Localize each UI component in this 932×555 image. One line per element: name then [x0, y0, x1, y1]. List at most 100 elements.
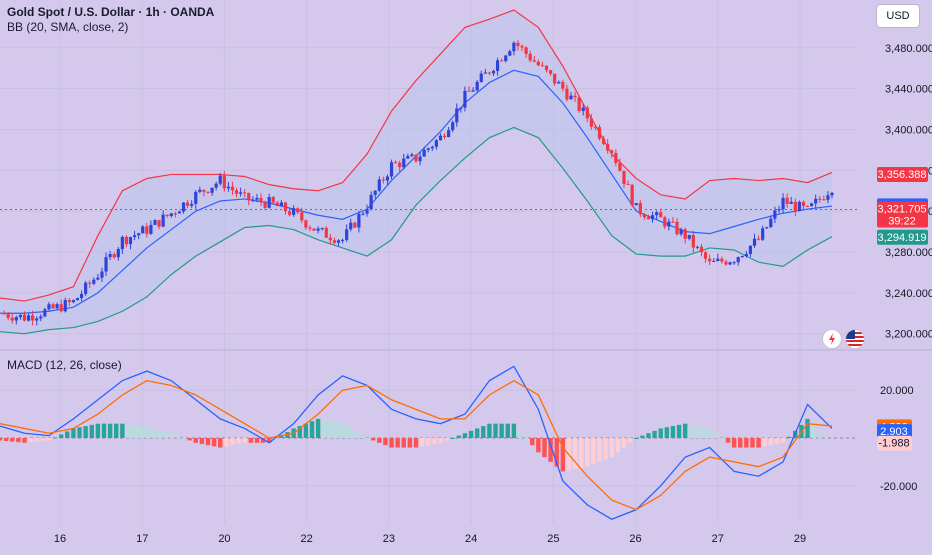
macd-histogram-bar	[585, 438, 590, 467]
candle-body	[357, 213, 361, 228]
candle-body	[406, 156, 410, 159]
candle-body	[581, 107, 585, 112]
bb-fill	[0, 10, 832, 334]
candle-body	[275, 202, 279, 207]
candle-body	[222, 175, 226, 189]
macd-histogram-bar	[242, 438, 247, 443]
macd-histogram-bar	[536, 438, 541, 453]
candle-body	[14, 317, 18, 321]
time-axis-tick-label: 16	[54, 533, 66, 545]
candle-body	[336, 240, 341, 243]
macd-histogram-bar	[591, 438, 596, 465]
candle-body	[426, 148, 430, 150]
candle-body	[520, 46, 524, 48]
macd-histogram-bar	[107, 423, 113, 438]
candle-body	[801, 201, 806, 206]
candle-body	[92, 279, 96, 284]
candle-body	[430, 146, 434, 149]
candle-body	[165, 214, 169, 217]
price-labels: 3,356.3883,325.6533,321.70539:223,294.91…	[0, 167, 928, 451]
candle-body	[687, 234, 691, 239]
macd-histogram-bar	[132, 426, 137, 438]
candle-body	[316, 228, 320, 231]
macd-histogram-bar	[505, 423, 510, 438]
candle-body	[267, 197, 271, 208]
macd-histogram-bar	[40, 438, 46, 441]
candle-body	[402, 158, 406, 168]
lightning-icon[interactable]	[822, 329, 842, 349]
macd-histogram-bar	[10, 438, 15, 442]
price-label-text: 3,356.388	[878, 169, 927, 181]
candle-body	[716, 258, 720, 261]
macd-histogram-bar	[46, 438, 52, 441]
macd-indicator-label[interactable]: MACD (12, 26, close)	[7, 358, 122, 372]
macd-histogram-bar	[138, 427, 143, 438]
candle-body	[805, 205, 810, 207]
candle-body	[234, 190, 239, 194]
bb-indicator-label[interactable]: BB (20, SMA, close, 2)	[7, 20, 129, 34]
macd-histogram-bar	[175, 435, 180, 438]
candle-body	[381, 179, 385, 181]
candle-body	[124, 236, 129, 245]
candle-body	[781, 197, 785, 210]
macd-histogram-bar	[615, 438, 621, 453]
candle-body	[157, 220, 161, 227]
macd-histogram-bar	[193, 438, 198, 443]
price-label-badge	[877, 229, 928, 245]
candle-body	[385, 176, 390, 181]
macd-histogram-bar	[334, 422, 339, 438]
macd-histogram-bar	[358, 434, 364, 438]
macd-histogram-bar	[456, 435, 462, 438]
currency-button[interactable]: USD	[876, 4, 920, 28]
candle-body	[243, 192, 247, 194]
macd-histogram-bar	[609, 438, 614, 458]
candle-body	[116, 249, 120, 258]
candle-body	[626, 184, 630, 186]
macd-histogram-bar	[744, 438, 749, 448]
candle-body	[104, 257, 108, 272]
candle-body	[296, 208, 300, 213]
macd-label-badge	[877, 435, 912, 451]
time-axis-tick-label: 29	[794, 533, 806, 545]
candle-body	[638, 203, 642, 215]
candle-body	[752, 238, 757, 246]
candle-body	[292, 208, 296, 215]
macd-histogram-bar	[322, 420, 327, 438]
candle-body	[67, 300, 71, 303]
candle-body	[585, 107, 589, 119]
macd-series	[0, 365, 857, 520]
candle-body	[463, 90, 467, 108]
macd-histogram-bar	[205, 438, 211, 446]
candle-body	[748, 245, 753, 254]
macd-histogram-bar	[701, 427, 706, 438]
candle-body	[597, 127, 602, 139]
candle-body	[769, 218, 773, 228]
candle-body	[822, 199, 826, 201]
candle-body	[345, 229, 349, 240]
candle-body	[712, 260, 716, 262]
price-axis-tick-label: 3,200.000	[885, 329, 932, 341]
candle-body	[789, 201, 793, 204]
us-flag-icon[interactable]	[845, 329, 865, 349]
macd-histogram-bar	[28, 438, 33, 443]
candle-body	[320, 228, 324, 230]
candle-body	[479, 73, 483, 82]
candle-body	[271, 197, 275, 203]
macd-histogram-bar	[468, 430, 474, 438]
macd-histogram-bar	[83, 426, 88, 438]
macd-histogram-bar	[713, 433, 718, 438]
candle-body	[304, 220, 308, 228]
candle-body	[418, 156, 422, 162]
candle-body	[88, 282, 92, 284]
candle-body	[544, 65, 549, 71]
candle-body	[736, 257, 740, 263]
macd-histogram-bar	[689, 424, 694, 438]
candle-body	[797, 201, 801, 212]
candle-body	[153, 220, 157, 225]
macd-histogram-bar	[254, 438, 260, 443]
candle-body	[43, 309, 47, 317]
macd-histogram-bar	[652, 430, 657, 438]
macd-histogram-bar	[462, 433, 468, 438]
